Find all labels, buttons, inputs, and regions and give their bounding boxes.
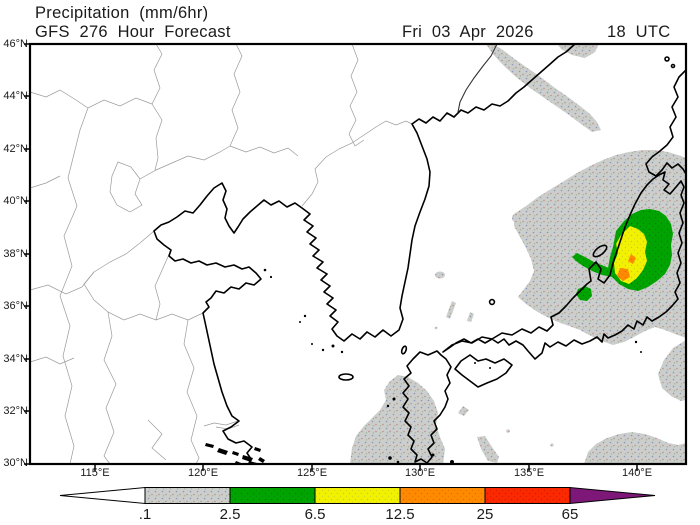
colorbar-seg-gray [144, 487, 231, 504]
lat-tick-label: 34°N [3, 353, 28, 365]
lat-tick-label: 36°N [3, 300, 28, 312]
map-frame [24, 42, 688, 471]
colorbar-label: .1 [138, 506, 152, 523]
lon-tick-label: 140°E [621, 467, 653, 479]
colorbar-seg-orange [399, 487, 486, 504]
colorbar-label: 12.5 [385, 506, 415, 523]
page-title: Precipitation (mm/6hr) [35, 3, 209, 22]
province-borders [30, 44, 413, 464]
lon-tick-label: 125°E [296, 467, 328, 479]
lat-tick-label: 30°N [3, 457, 28, 469]
lon-tick-label: 115°E [80, 467, 110, 479]
colorbar-seg-yellow [314, 487, 401, 504]
colorbar-seg-green [229, 487, 316, 504]
lon-tick-label: 120°E [187, 467, 219, 479]
valid-date: Fri 03 Apr 2026 [402, 22, 534, 41]
colorbar-label: 6.5 [304, 506, 326, 523]
country-border [457, 44, 498, 113]
colorbar-label: 25 [476, 506, 494, 523]
model-run-label: GFS 276 Hour Forecast [35, 22, 231, 41]
colorbar-label: 2.5 [219, 506, 241, 523]
colorbar-arrow-low [59, 486, 146, 505]
colorbar-seg-red [484, 487, 571, 504]
precip-area-intense [617, 254, 636, 281]
lat-tick-label: 38°N [3, 248, 28, 260]
colorbar-label: 65 [561, 506, 579, 523]
lat-tick-label: 40°N [3, 195, 28, 207]
lat-tick-label: 32°N [3, 405, 28, 417]
valid-time: 18 UTC [607, 22, 671, 41]
lat-tick-label: 44°N [3, 90, 28, 102]
coastlines [153, 44, 686, 464]
lon-tick-label: 135°E [513, 467, 545, 479]
colorbar [59, 486, 656, 505]
colorbar-arrow-high [569, 486, 656, 505]
lat-tick-label: 42°N [3, 143, 28, 155]
lon-tick-label: 130°E [404, 467, 436, 479]
lat-tick-label: 46°N [3, 38, 28, 50]
map-interior [30, 44, 686, 464]
